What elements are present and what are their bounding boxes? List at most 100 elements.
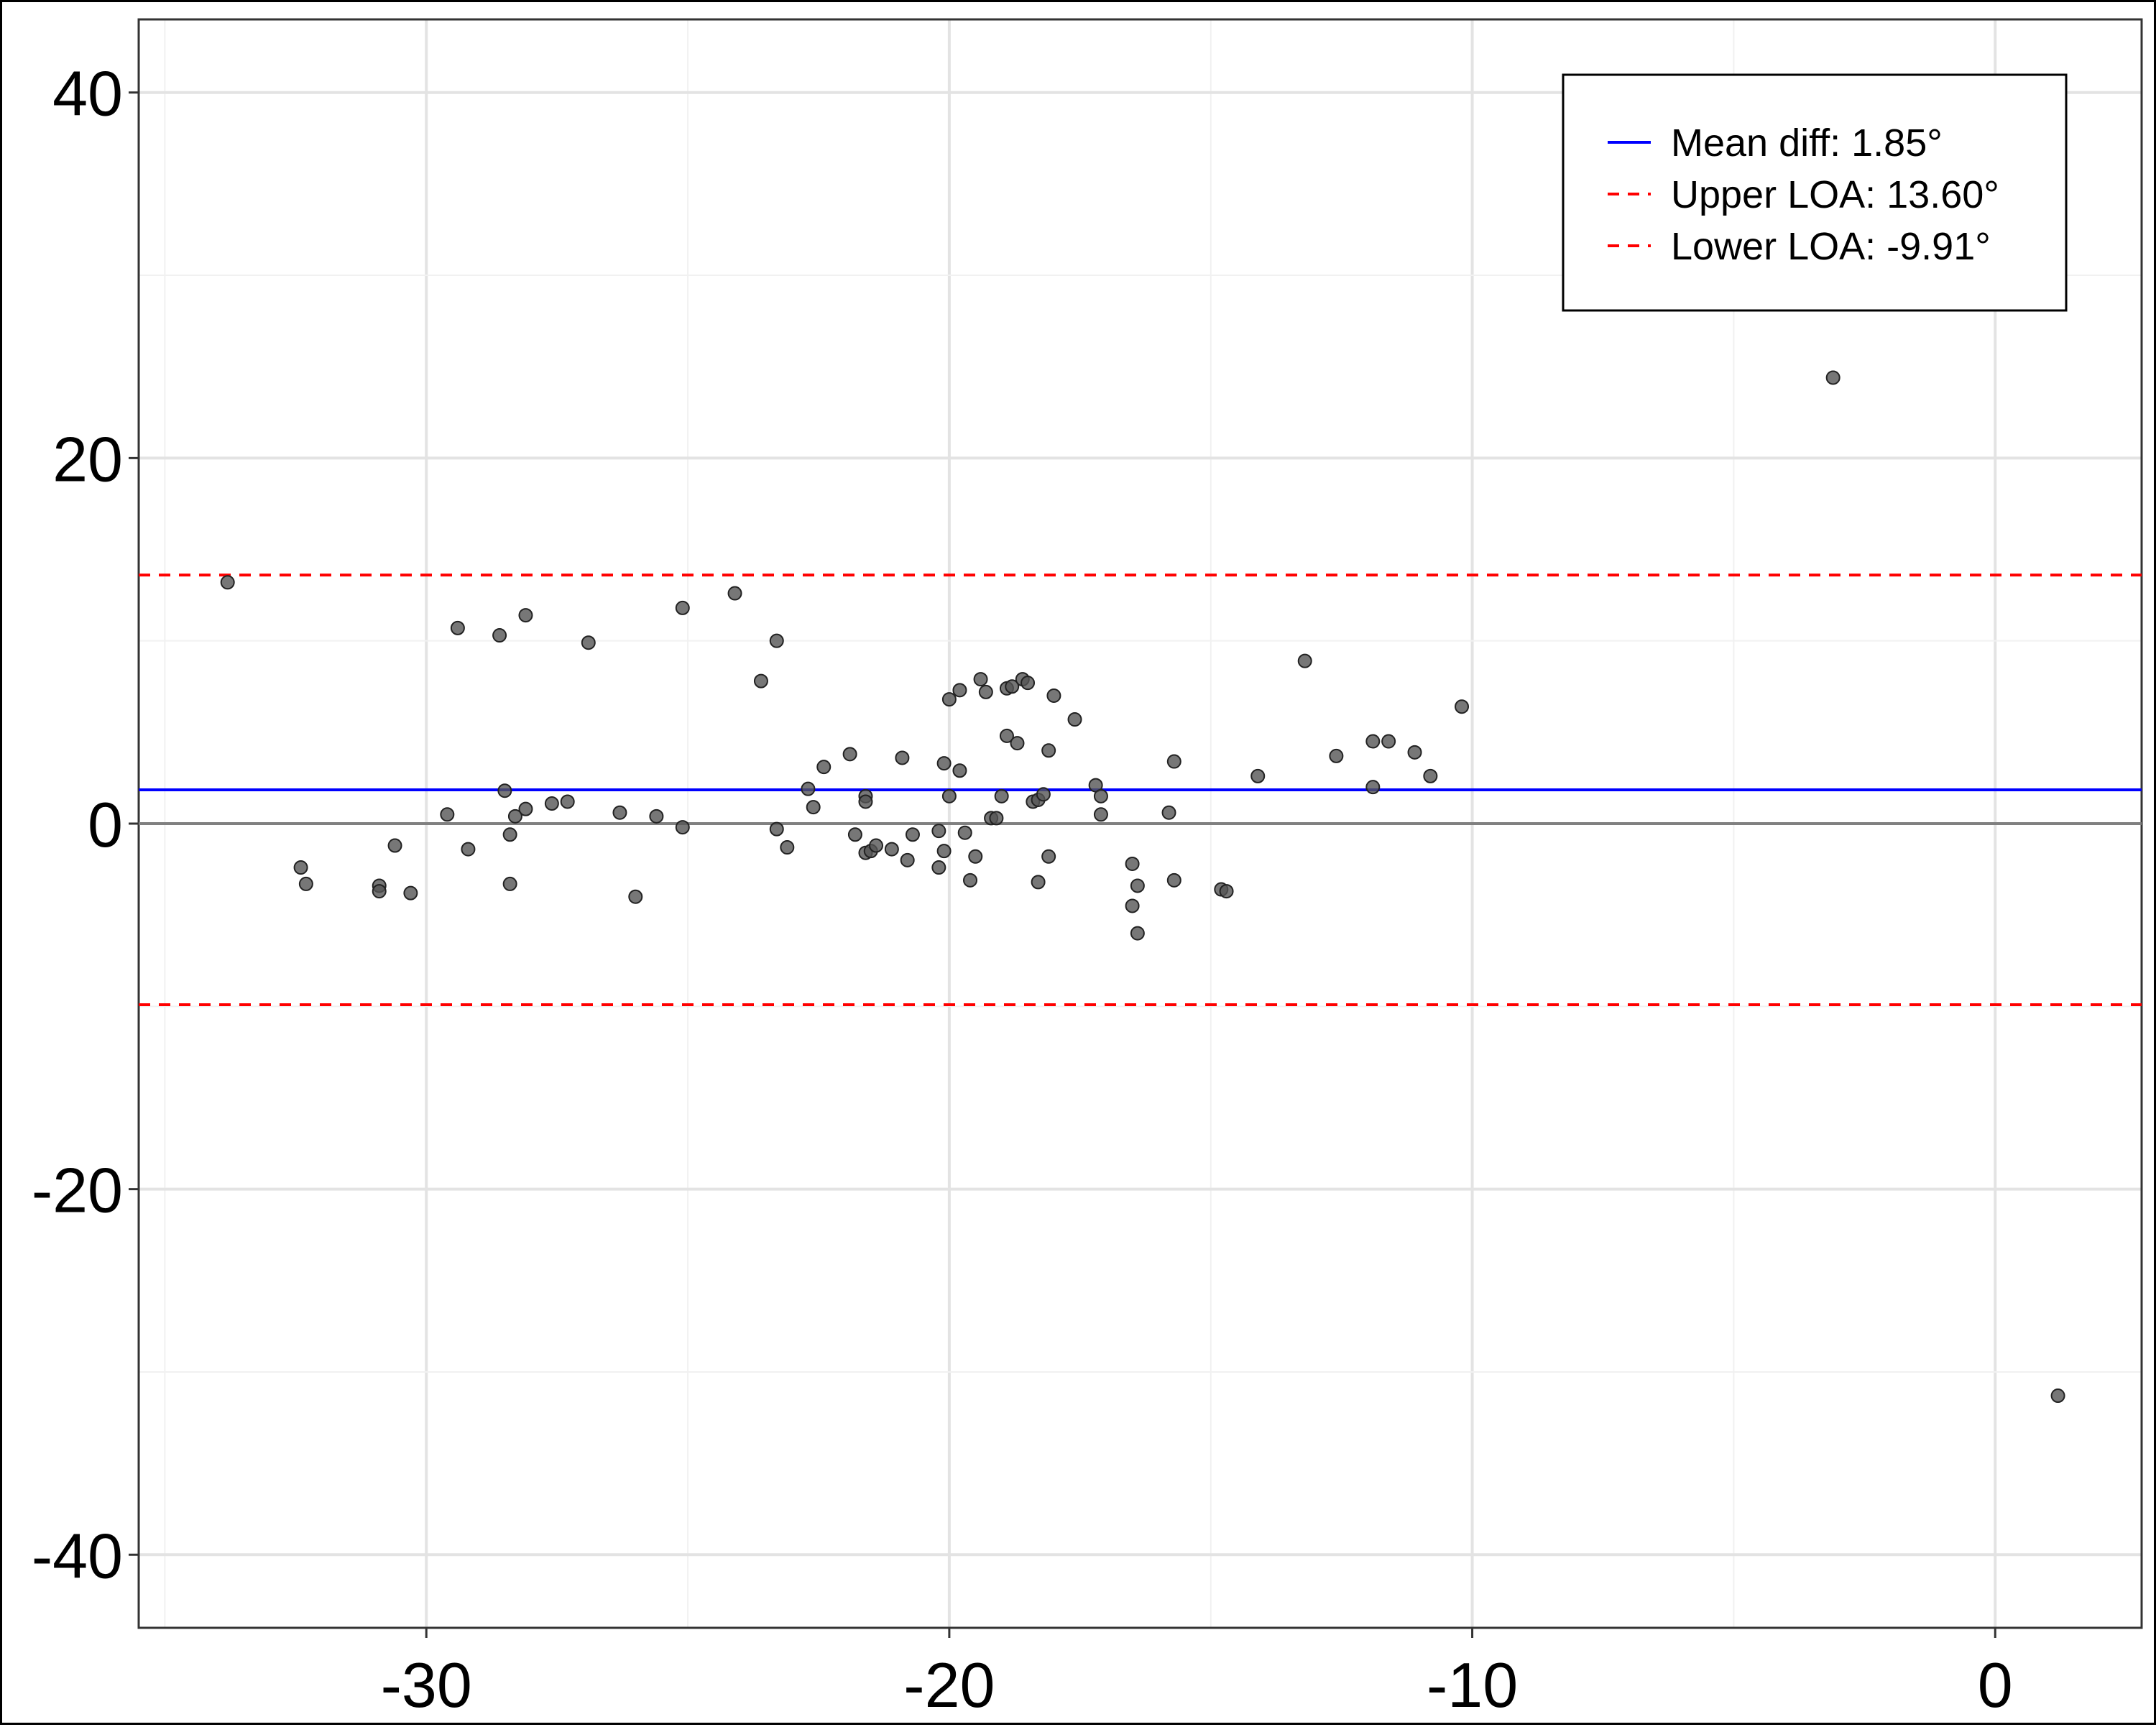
data-point	[1005, 679, 1020, 694]
data-point	[1125, 898, 1140, 913]
data-point	[518, 801, 533, 816]
data-point	[518, 608, 533, 623]
data-point	[507, 809, 522, 824]
legend-label: Mean diff: 1.85°	[1671, 121, 1943, 165]
data-point	[1067, 712, 1082, 727]
data-point	[1036, 787, 1051, 802]
y-axis-ticks: 40 20 0 -20 -40	[32, 58, 139, 1591]
data-points	[220, 370, 2065, 1404]
legend: Mean diff: 1.85° Upper LOA: 13.60° Lower L…	[1562, 73, 2068, 312]
data-point	[1093, 788, 1108, 803]
data-point	[869, 838, 884, 853]
data-point	[1825, 370, 1841, 385]
legend-box	[1562, 73, 2068, 312]
x-tick-label: -20	[903, 1649, 995, 1721]
data-point	[952, 683, 967, 698]
y-tick-label: 20	[52, 423, 123, 494]
data-point	[727, 586, 742, 601]
x-tick-label: -10	[1427, 1649, 1518, 1721]
data-point	[941, 692, 957, 707]
data-point	[461, 842, 476, 857]
data-point	[816, 760, 831, 775]
y-tick-label: 40	[52, 58, 123, 129]
data-point	[994, 788, 1009, 803]
data-point	[1166, 872, 1181, 888]
data-point	[1250, 768, 1266, 783]
data-point	[1455, 699, 1470, 714]
data-point	[1219, 884, 1234, 899]
data-point	[1046, 688, 1061, 703]
data-point	[1407, 745, 1422, 760]
reference-lines	[139, 574, 2142, 1007]
data-point	[450, 620, 465, 635]
data-point	[497, 783, 512, 798]
data-point	[1166, 754, 1181, 769]
y-tick-label: -40	[32, 1520, 123, 1591]
data-point	[492, 628, 507, 643]
data-point	[957, 825, 972, 840]
data-point	[989, 811, 1004, 826]
data-point	[1130, 926, 1145, 941]
data-point	[502, 876, 517, 891]
data-point	[403, 885, 418, 901]
data-point	[560, 794, 575, 809]
data-point	[1021, 676, 1036, 691]
data-point	[628, 889, 643, 904]
data-point	[293, 860, 308, 875]
data-point	[502, 827, 517, 842]
data-point	[2050, 1388, 2065, 1404]
data-point	[1297, 653, 1312, 668]
data-point	[801, 781, 816, 796]
data-point	[220, 575, 235, 590]
data-point	[1031, 875, 1046, 890]
legend-label: Lower LOA: -9.91°	[1671, 225, 1991, 268]
data-point	[847, 827, 862, 842]
data-point	[780, 840, 795, 855]
data-point	[806, 800, 821, 815]
data-point	[1329, 748, 1344, 763]
x-axis-ticks: -30 -20 -10 0	[381, 1628, 2013, 1721]
data-point	[675, 820, 690, 835]
data-point	[952, 763, 967, 778]
data-point	[581, 635, 596, 650]
data-point	[1041, 849, 1056, 864]
data-point	[1125, 856, 1140, 871]
data-point	[936, 756, 952, 771]
data-point	[440, 807, 455, 822]
data-point	[858, 794, 873, 809]
data-point	[978, 684, 993, 699]
data-point	[842, 747, 857, 762]
legend-label: Upper LOA: 13.60°	[1671, 173, 1999, 216]
data-point	[298, 876, 313, 891]
data-point	[1161, 805, 1176, 820]
data-point	[769, 633, 784, 648]
data-point	[612, 805, 627, 820]
data-point	[769, 821, 784, 837]
data-point	[1130, 878, 1145, 893]
data-point	[1041, 743, 1056, 758]
data-point	[753, 673, 768, 689]
data-point	[1423, 768, 1438, 783]
data-point	[999, 728, 1014, 743]
data-point	[544, 796, 559, 811]
data-point	[884, 842, 899, 857]
data-point	[905, 827, 920, 842]
data-point	[1381, 734, 1396, 749]
data-point	[968, 849, 983, 864]
data-point	[936, 844, 952, 859]
data-point	[1010, 736, 1025, 751]
data-point	[941, 788, 957, 803]
data-point	[1093, 807, 1108, 822]
y-tick-label: -20	[32, 1155, 123, 1226]
data-point	[931, 860, 946, 875]
data-point	[895, 750, 910, 765]
x-tick-label: 0	[1978, 1649, 2013, 1721]
data-point	[1365, 780, 1381, 795]
data-point	[973, 672, 988, 687]
data-point	[963, 872, 978, 888]
data-point	[372, 884, 387, 899]
data-point	[900, 852, 915, 867]
data-point	[1365, 734, 1381, 749]
